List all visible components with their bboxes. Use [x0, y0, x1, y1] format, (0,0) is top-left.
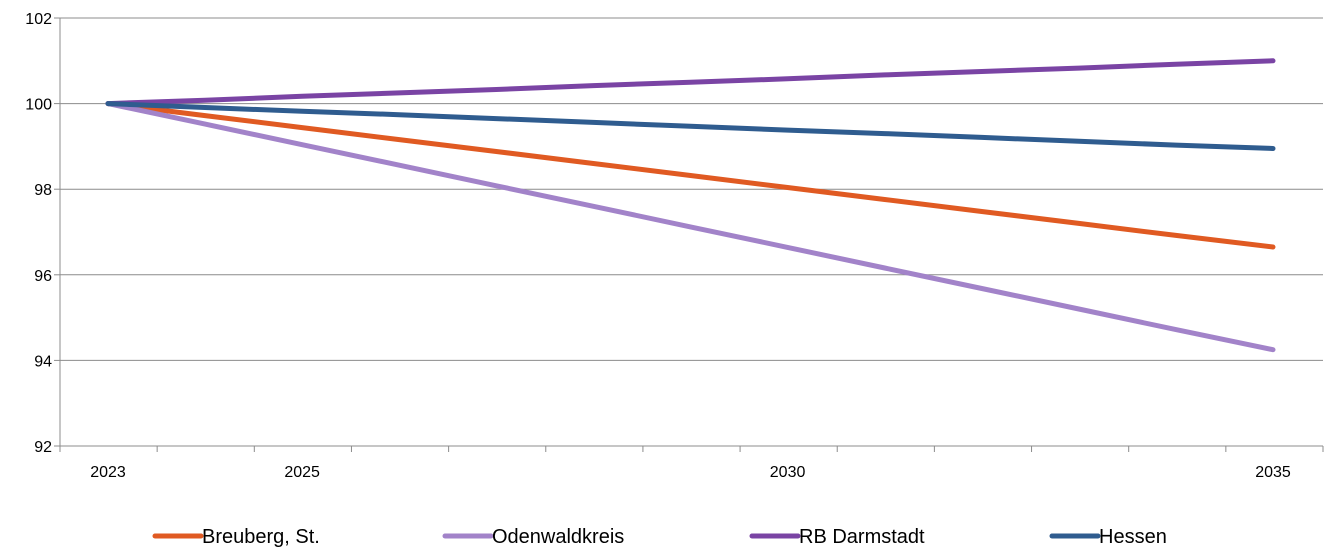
- series-line-2: [105, 101, 1276, 353]
- y-tick-label: 92: [34, 439, 52, 456]
- legend: Breuberg, St. Odenwaldkreis RB Darmstadt He…: [152, 526, 1167, 548]
- y-tick-label: 98: [34, 182, 52, 199]
- legend-label: Odenwaldkreis: [492, 526, 624, 548]
- x-tick-label: 2030: [770, 464, 806, 481]
- y-tick-label: 94: [34, 353, 52, 370]
- gridlines: [60, 17, 1323, 361]
- y-tick-label: 100: [25, 97, 52, 114]
- legend-label: Hessen: [1099, 526, 1167, 548]
- series-line-4: [105, 101, 1276, 151]
- y-tick-label: 102: [25, 11, 52, 28]
- x-tick-label: 2023: [90, 464, 126, 481]
- x-tick-label: 2025: [284, 464, 320, 481]
- series-line-1: [105, 101, 1276, 250]
- axes: [59, 18, 1323, 447]
- legend-label: RB Darmstadt: [799, 526, 925, 548]
- series-line-3: [105, 58, 1276, 107]
- series-lines: [105, 58, 1276, 353]
- x-axis-ticks: 2023 2025 2030 2035: [59, 446, 1324, 481]
- y-axis-ticks: 92 94 96 98 100 102: [25, 11, 60, 456]
- y-tick-label: 96: [34, 268, 52, 285]
- legend-label: Breuberg, St.: [202, 526, 320, 548]
- x-tick-label: 2035: [1255, 464, 1291, 481]
